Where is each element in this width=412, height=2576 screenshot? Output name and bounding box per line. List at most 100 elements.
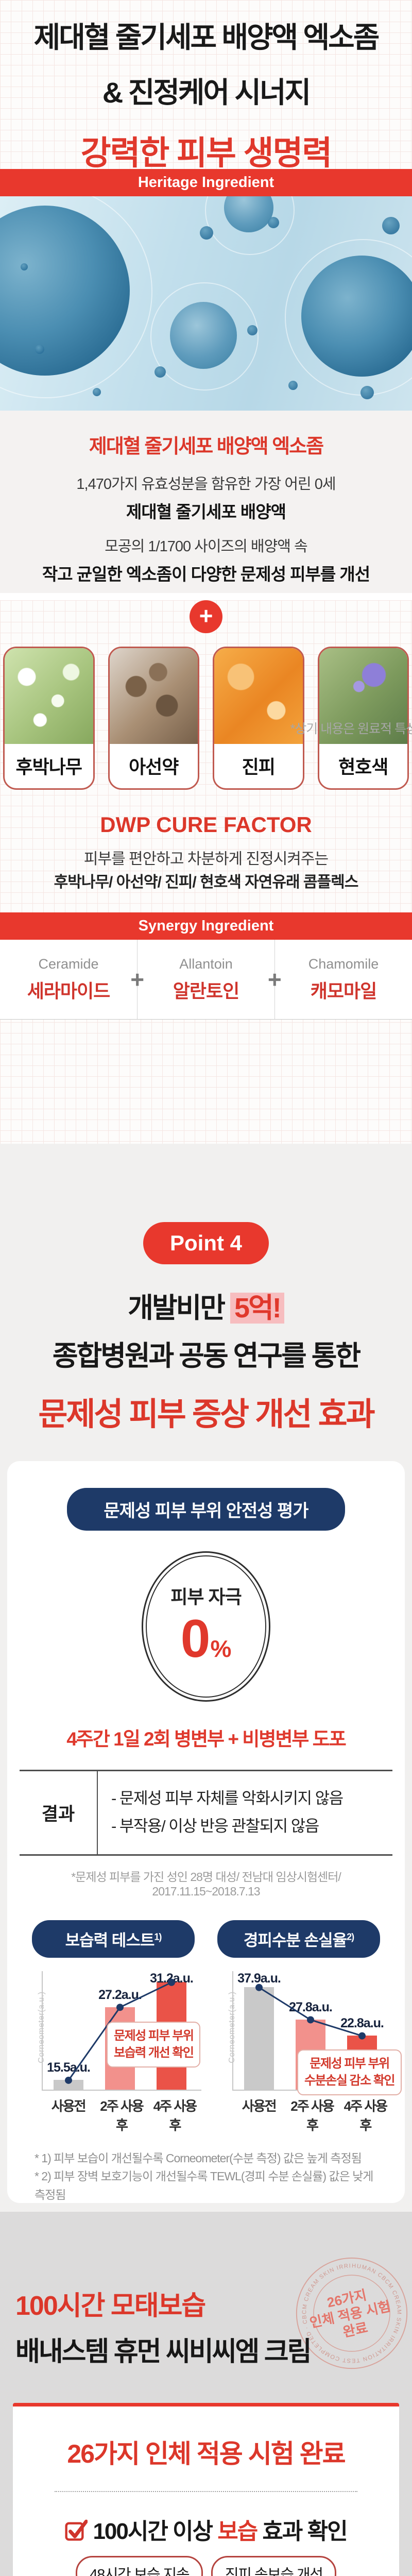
point4-title1-pre: 개발비만	[128, 1293, 231, 1324]
hero-title-line1: 제대혈 줄기세포 배양액 엑소좀	[33, 21, 380, 54]
dwp-desc-line2: 후박나무/ 아선약/ 진피/ 현호색 자연유래 콤플렉스	[54, 874, 359, 891]
hyeonhosaek-photo	[319, 648, 407, 744]
point4-badge: Point 4	[143, 1222, 269, 1264]
result-table-label: 결과	[41, 1804, 75, 1824]
exosome-line3: 모공의 1/1700 사이즈의 배양액 속	[105, 538, 307, 555]
usage-instruction: 4주간 1일 2회 병변부 + 비병변부 도포	[66, 1728, 347, 1750]
x-axis-tick-label: 2주 사용 후	[100, 2098, 144, 2133]
hero-title-line2: & 진정케어 시너지	[102, 76, 311, 109]
ingredient-label: 진피	[242, 756, 276, 777]
svg-text:26가지 인체 적용 시험: 26가지 인체 적용 시험 완료	[305, 2282, 399, 2346]
hero-title-line3: 강력한 피부 생명력	[80, 134, 333, 172]
test-group-heading: 100시간 이상 보습 효과 확인	[21, 2513, 391, 2546]
synergy-banner-label: Synergy Ingredient	[138, 918, 274, 934]
synergy-en: Ceramide	[38, 956, 99, 972]
callout-line: 문제성 피부 부위	[310, 2056, 390, 2071]
chart-footnote-1: * 1) 피부 보습이 개선될수록 Corneometer(수분 측정) 값은 …	[34, 2151, 362, 2165]
callout-line: 보습력 개선 확인	[114, 2046, 194, 2060]
ingredient-label: 현호색	[338, 756, 388, 777]
x-axis-labels: 사용전 2주 사용 후 4주 사용 후	[42, 2096, 201, 2134]
x-axis-tick-label: 2주 사용 후	[290, 2098, 334, 2133]
result-line2: - 부작용/ 이상 반응 관찰되지 않음	[111, 1817, 319, 1836]
chart-title-sup: 1)	[154, 1931, 162, 1942]
synergy-en: Chamomile	[308, 956, 379, 972]
cream-title-black: 배내스템 휴먼 씨비씨엠 크림	[15, 2337, 312, 2367]
moisture-chart-title: 보습력 테스트1)	[32, 1920, 195, 1958]
synergy-col-allantoin: Allantoin 알란토인	[137, 940, 275, 1019]
tewl-bar-chart: Corneometer(a.u.) 37.9a.u. 27.8a.u. 22.8a.…	[211, 1971, 402, 2134]
jinpi-photo	[214, 648, 303, 744]
ingredient-label: 아선약	[129, 756, 179, 777]
irritation-unit: %	[210, 1635, 232, 1663]
safety-test-card: 문제성 피부 부위 안전성 평가 피부 자극 0% 4주간 1일 2회 병변부 …	[7, 1461, 405, 2203]
cell-ring-icon	[285, 239, 412, 396]
trend-line	[65, 1978, 175, 2084]
chart-footnote-2: * 2) 피부 장벽 보호기능이 개선될수록 TEWL(경피 수분 손실률) 값…	[34, 2170, 374, 2201]
hero-section: 제대혈 줄기세포 배양액 엑소좀 & 진정케어 시너지 강력한 피부 생명력	[0, 0, 412, 172]
trend-line	[255, 1984, 366, 2040]
cell-dot-icon	[35, 345, 44, 354]
ingredient-card-aseonyak: 아선약	[108, 647, 199, 790]
ingredient-card-hubak: 후박나무	[3, 647, 95, 790]
cell-dot-icon	[154, 366, 166, 378]
tewl-chart-title: 경피수분 손실율2)	[217, 1920, 380, 1958]
bar-value-label: 37.9a.u.	[237, 1971, 281, 1986]
safety-pill-heading: 문제성 피부 부위 안전성 평가	[67, 1488, 345, 1531]
x-axis-tick-label: 4주 사용 후	[344, 2098, 388, 2133]
synergy-columns: Ceramide 세라마이드 Allantoin 알란토인 Chamomile …	[0, 940, 412, 1020]
result-table-content: - 문제성 피부 자체를 악화시키지 않음 - 부작용/ 이상 반응 관찰되지 …	[97, 1771, 392, 1854]
x-axis-tick-label: 사용전	[51, 2098, 87, 2114]
callout-line: 문제성 피부 부위	[114, 2028, 194, 2043]
tests-heading: 26가지 인체 적용 시험 완료	[67, 2439, 346, 2468]
cell-dot-icon	[382, 217, 400, 234]
benefit-pill: 진피 속보습 개선	[211, 2556, 337, 2576]
cell-ring-icon	[150, 282, 259, 391]
bar-value-label: 22.8a.u.	[340, 2016, 384, 2031]
bar-사용전	[54, 2080, 83, 2090]
dwp-description: 피부를 편안하고 차분하게 진정시켜주는 후박나무/ 아선약/ 진피/ 현호색 …	[0, 848, 412, 894]
x-axis-tick-label: 4주 사용 후	[153, 2098, 197, 2133]
point4-title1-highlight: 5억!	[230, 1293, 284, 1324]
chart-title-pills: 보습력 테스트1) 경피수분 손실율2)	[20, 1920, 392, 1958]
cell-dot-icon	[21, 263, 28, 270]
point4-title1: 개발비만 5억!	[0, 1285, 412, 1326]
result-line1: - 문제성 피부 자체를 악화시키지 않음	[111, 1789, 344, 1807]
aseonyak-photo	[109, 648, 198, 744]
synergy-ko: 알란토인	[173, 980, 239, 1002]
synergy-ko: 세라마이드	[27, 980, 111, 1002]
chart-callout: 문제성 피부 부위 보습력 개선 확인	[107, 2021, 201, 2067]
ingredient-card-jinpi: 진피	[213, 647, 304, 790]
dwp-heading: DWP CURE FACTOR	[100, 812, 312, 837]
synergy-en: Allantoin	[179, 956, 233, 972]
x-axis-tick-label: 사용전	[242, 2098, 277, 2114]
cell-dot-icon	[247, 325, 258, 335]
synergy-banner: Synergy Ingredient	[0, 912, 412, 940]
exosome-line2: 제대혈 줄기세포 배양액	[126, 502, 286, 521]
bar-value-label: 15.5a.u.	[47, 2060, 91, 2075]
chart-callout: 문제성 피부 부위 수분손실 감소 확인	[297, 2049, 402, 2095]
cell-dot-icon	[93, 388, 101, 396]
exosome-heading: 제대혈 줄기세포 배양액 엑소좀	[89, 436, 324, 457]
chart-title-sup: 2)	[347, 1931, 354, 1942]
cell-dot-icon	[200, 226, 213, 240]
dwp-desc-line1: 피부를 편안하고 차분하게 진정시켜주는	[83, 851, 329, 868]
cell-dot-icon	[360, 386, 374, 399]
cell-ring-icon	[0, 196, 152, 398]
certification-stamp: HUMAN CBCM CREAM SKIN IRRITATION TEST CO…	[291, 2250, 410, 2374]
checkbox-icon	[65, 2518, 89, 2541]
bar-value-label: 27.8a.u.	[289, 1999, 333, 2014]
exosome-line4: 작고 균일한 엑소좀이 다양한 문제성 피부를 개선	[42, 565, 370, 584]
synergy-col-chamomile: Chamomile 캐모마일	[275, 940, 412, 1019]
human-test-card: 26가지 인체 적용 시험 완료 100시간 이상 보습 효과 확인 48시간 보…	[13, 2403, 399, 2576]
dotted-divider	[54, 2491, 358, 2492]
cream-title-red: 100시간 모태보습	[15, 2291, 206, 2321]
safety-note: *문제성 피부를 가진 성인 28명 대성/ 전남대 임상시험센터/ 2017.…	[71, 1870, 341, 1898]
x-axis-labels: 사용전 2주 사용 후 4주 사용 후	[232, 2096, 392, 2134]
synergy-disclaimer: *상기 내용은 원료적 특성에 한	[290, 722, 412, 736]
ingredient-cards: 후박나무 아선약 진피 현호색	[0, 647, 412, 790]
plus-icon: +	[267, 966, 282, 993]
chart-title-text: 경피수분 손실율	[243, 1931, 347, 1950]
ingredient-label: 후박나무	[15, 756, 82, 777]
